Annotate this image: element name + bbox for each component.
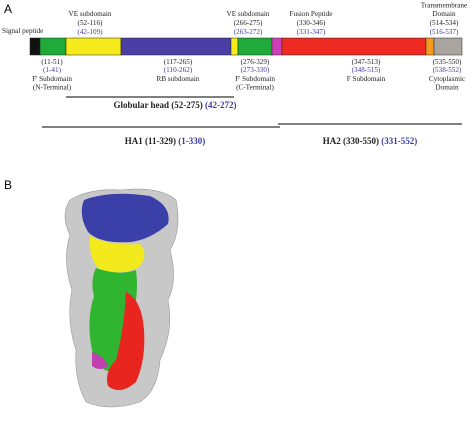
domain-name: F' Subdomain: [32, 75, 72, 83]
domain-name: VE subdomain: [227, 10, 270, 18]
alt-residue-range: (42-109): [77, 28, 103, 36]
alt-residue-range: (331-347): [297, 28, 326, 36]
alt-residue-range: (110-262): [164, 66, 193, 74]
residue-range: (535-550): [433, 58, 462, 66]
alt-residue-range: (1-41): [43, 66, 62, 74]
region-lines: [42, 96, 462, 128]
residue-range: (52-116): [78, 19, 103, 27]
region-alt-range: (331-552): [381, 136, 417, 146]
region-alt-range: (42-272): [205, 100, 237, 110]
domain-name: RB subdomain: [157, 75, 200, 83]
residue-range: (276-329): [241, 58, 270, 66]
domain-name: (N-Terminal): [33, 84, 72, 92]
alt-residue-range: (273-330): [241, 66, 270, 74]
region-label: HA1 (11-329) (1-330): [125, 136, 206, 146]
region-name: Globular head (52-275): [113, 100, 202, 110]
domain-name: VE subdomain: [69, 10, 112, 18]
domain-name: Transmembrane: [421, 2, 467, 10]
region-alt-range: (1-330): [178, 136, 205, 146]
panel-label: B: [4, 178, 12, 192]
domain-name: (C-Terminal): [236, 84, 274, 92]
domain-name: Domain: [432, 10, 456, 18]
domain-name: F' Subdomain: [235, 75, 275, 83]
domain-name: Fusion Peptide: [290, 10, 333, 18]
protein-structure: [64, 188, 179, 408]
domain-name: F Subdomain: [347, 75, 386, 83]
residue-range: (330-346): [297, 19, 326, 27]
panel-label: A: [4, 2, 12, 16]
domain-bar: [29, 37, 463, 56]
alt-residue-range: (516-537): [430, 28, 459, 36]
signal-peptide-label: Signal peptide: [2, 27, 43, 35]
alt-residue-range: (263-272): [234, 28, 263, 36]
residue-range: (347-513): [352, 58, 381, 66]
residue-range: (11-51): [41, 58, 63, 66]
residue-range: (117-265): [164, 58, 193, 66]
region-name: HA1 (11-329): [125, 136, 176, 146]
alt-residue-range: (348-515): [352, 66, 381, 74]
region-name: HA2 (330-550): [323, 136, 379, 146]
residue-range: (514-534): [430, 19, 459, 27]
residue-range: (266-275): [234, 19, 263, 27]
alt-residue-range: (538-552): [433, 66, 462, 74]
domain-name: Domain: [435, 84, 459, 92]
labels: VE subdomain(52-116)(42-109)VE subdomain…: [32, 2, 467, 147]
domain-name: Cytoplasmic: [429, 75, 465, 83]
region-label: Globular head (52-275) (42-272): [113, 100, 236, 110]
region-label: HA2 (330-550) (331-552): [323, 136, 418, 146]
